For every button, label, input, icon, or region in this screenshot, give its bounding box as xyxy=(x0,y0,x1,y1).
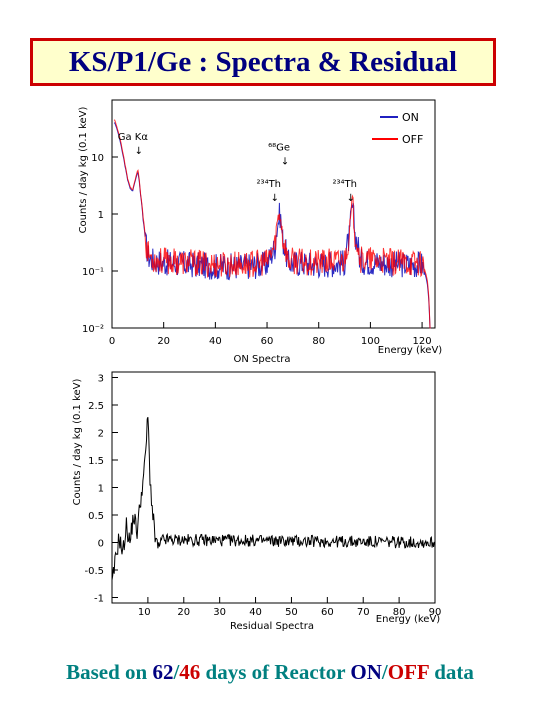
bottom-x-tick-label: 20 xyxy=(177,607,190,618)
top-x-tick-label: 20 xyxy=(157,336,170,347)
annotation-ga-ka-arrow: ↓ xyxy=(135,146,143,157)
bottom-y-tick-label: 0.5 xyxy=(88,511,104,522)
series-line-on xyxy=(113,122,431,329)
top-x-axis-label: Energy (keV) xyxy=(378,345,443,356)
annotation-th234-92: ²³⁴Th xyxy=(333,179,357,190)
bottom-x-tick-label: 70 xyxy=(357,607,370,618)
bottom-x-tick-label: 10 xyxy=(138,607,151,618)
bottom-y-tick-label: 0 xyxy=(98,539,104,550)
residual-line xyxy=(111,417,435,581)
footer-suffix: data xyxy=(428,660,474,684)
top-x-tick-label: 0 xyxy=(109,336,115,347)
annotation-th234-92-arrow: ↓ xyxy=(347,193,355,204)
footer-off-days: 46 xyxy=(179,660,201,684)
bottom-plot-frame xyxy=(111,371,436,604)
top-x-tick-label: 80 xyxy=(312,336,325,347)
top-x-tick-label: 40 xyxy=(209,336,222,347)
page-title: KS/P1/Ge : Spectra & Residual xyxy=(30,38,496,86)
annotation-ga-ka: Ga Kα xyxy=(118,132,149,143)
annotation-th234-63: ²³⁴Th xyxy=(257,179,281,190)
legend-label-off: OFF xyxy=(402,133,423,146)
bottom-x-axis-label: Energy (keV) xyxy=(376,614,441,625)
bottom-y-tick-label: 2.5 xyxy=(88,401,104,412)
bottom-y-tick-label: 1.5 xyxy=(88,456,104,467)
bottom-y-tick-label: 3 xyxy=(98,374,104,385)
bottom-y-tick-label: 1 xyxy=(98,484,104,495)
footer-prefix: Based on xyxy=(66,660,153,684)
top-plot-frame xyxy=(111,99,436,329)
bottom-x-tick-label: 30 xyxy=(213,607,226,618)
footer-slash-2: / xyxy=(381,660,388,684)
bottom-x-tick-label: 60 xyxy=(321,607,334,618)
bottom-x-tick-label: 40 xyxy=(249,607,262,618)
bottom-x-tick-label: 80 xyxy=(393,607,406,618)
footer-off-label: OFF xyxy=(387,660,429,684)
footer-caption: Based on 62/46 days of Reactor ON/OFF da… xyxy=(0,660,540,685)
top-y-tick-label: 10⁻² xyxy=(82,324,104,335)
top-y-tick-label: 1 xyxy=(98,210,104,221)
legend-label-on: ON xyxy=(402,111,419,124)
bottom-subtitle: Residual Spectra xyxy=(230,621,314,632)
footer-slash-1: / xyxy=(173,660,180,684)
bottom-y-tick-label: -1 xyxy=(94,594,104,605)
bottom-y-axis-label: Counts / day kg (0.1 keV) xyxy=(72,378,83,505)
top-y-tick-label: 10⁻¹ xyxy=(82,267,104,278)
footer-on-days: 62 xyxy=(152,660,174,684)
bottom-y-tick-label: 2 xyxy=(98,429,104,440)
annotation-ge68: ⁶⁸Ge xyxy=(268,143,290,154)
top-y-tick-label: 10 xyxy=(91,153,104,164)
series-line-off xyxy=(113,119,431,329)
footer-middle: days of Reactor xyxy=(200,660,351,684)
bottom-x-tick-label: 90 xyxy=(429,607,442,618)
bottom-x-tick-label: 50 xyxy=(285,607,298,618)
top-y-axis-label: Counts / day kg (0.1 keV) xyxy=(78,106,89,233)
top-x-tick-label: 60 xyxy=(261,336,274,347)
top-x-tick-label: 120 xyxy=(413,336,432,347)
annotation-th234-63-arrow: ↓ xyxy=(271,193,279,204)
top-subtitle: ON Spectra xyxy=(233,354,290,365)
top-x-tick-label: 100 xyxy=(361,336,380,347)
bottom-y-tick-label: -0.5 xyxy=(84,566,104,577)
annotation-ge68-arrow: ↓ xyxy=(281,157,289,168)
footer-on-label: ON xyxy=(350,660,382,684)
